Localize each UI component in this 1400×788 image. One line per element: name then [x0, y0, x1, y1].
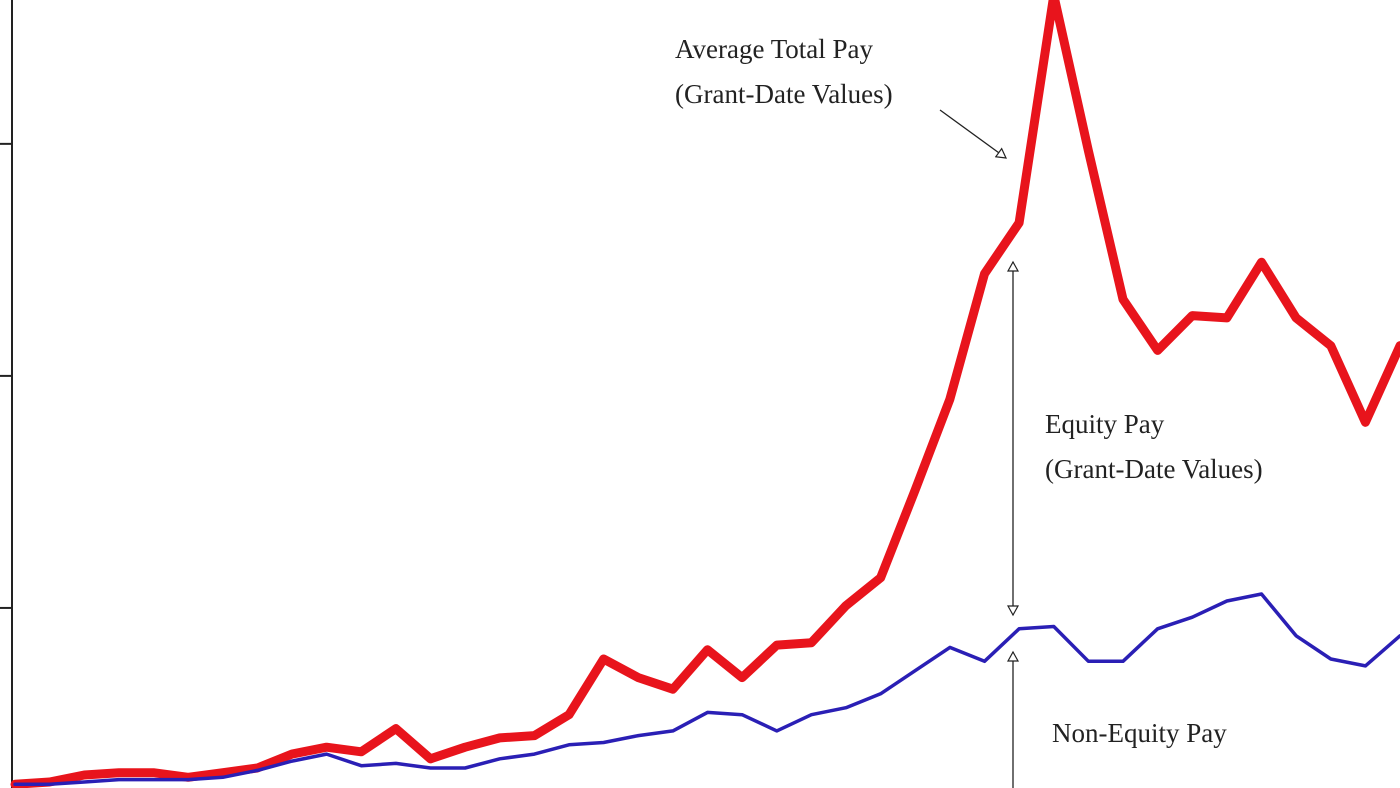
annotation: (Grant-Date Values)	[675, 79, 893, 109]
annotation: Equity Pay	[1045, 409, 1165, 439]
annotation: Non-Equity Pay	[1052, 718, 1227, 748]
annotation: (Grant-Date Values)	[1045, 454, 1263, 484]
series-line	[10, 0, 1400, 788]
annotation: Average Total Pay	[675, 34, 874, 64]
annotation-arrow	[939, 109, 1006, 158]
series-line	[13, 592, 1400, 787]
